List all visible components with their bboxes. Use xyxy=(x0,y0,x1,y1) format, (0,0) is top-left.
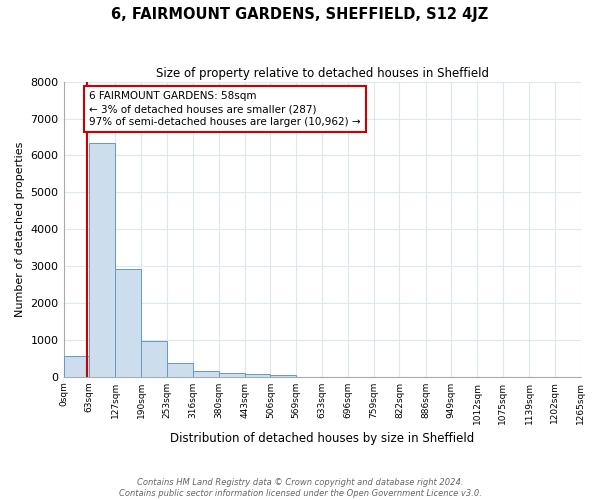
Text: 6, FAIRMOUNT GARDENS, SHEFFIELD, S12 4JZ: 6, FAIRMOUNT GARDENS, SHEFFIELD, S12 4JZ xyxy=(112,8,488,22)
Title: Size of property relative to detached houses in Sheffield: Size of property relative to detached ho… xyxy=(155,68,488,80)
Bar xyxy=(89,142,115,376)
Text: Contains HM Land Registry data © Crown copyright and database right 2024.
Contai: Contains HM Land Registry data © Crown c… xyxy=(119,478,481,498)
Text: 6 FAIRMOUNT GARDENS: 58sqm
← 3% of detached houses are smaller (287)
97% of semi: 6 FAIRMOUNT GARDENS: 58sqm ← 3% of detac… xyxy=(89,91,361,128)
Bar xyxy=(141,342,167,376)
Bar xyxy=(64,356,89,376)
Bar xyxy=(167,364,193,376)
Bar xyxy=(115,269,141,376)
Bar xyxy=(219,373,245,376)
Bar xyxy=(193,371,219,376)
Y-axis label: Number of detached properties: Number of detached properties xyxy=(15,142,25,317)
Bar xyxy=(245,374,271,376)
Bar xyxy=(271,375,296,376)
X-axis label: Distribution of detached houses by size in Sheffield: Distribution of detached houses by size … xyxy=(170,432,474,445)
